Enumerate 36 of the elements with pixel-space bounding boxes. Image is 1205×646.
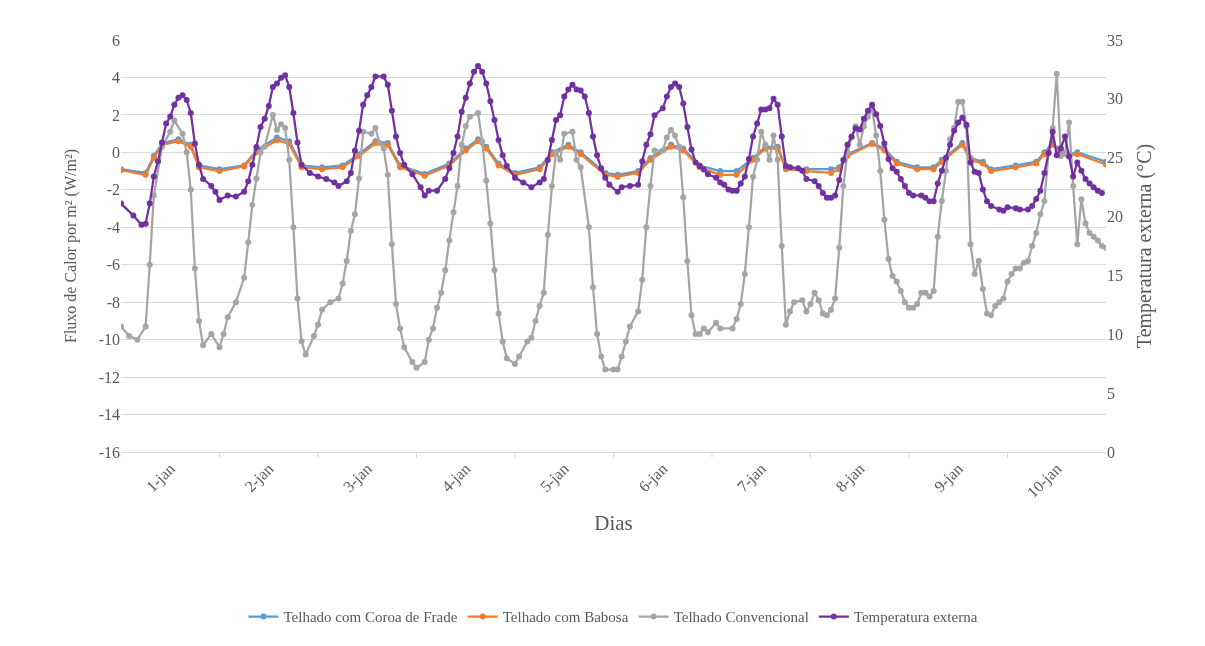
y2-tick-label: 30 bbox=[1107, 90, 1123, 108]
y2-tick-label: 0 bbox=[1107, 443, 1115, 461]
x-tick-label: 9-jan bbox=[930, 459, 967, 496]
y2-tick-label: 5 bbox=[1107, 384, 1115, 402]
y-tick-label: 2 bbox=[112, 106, 120, 124]
y2-tick-label: 25 bbox=[1107, 149, 1123, 167]
y2-axis-title: Temperatura externa (°C) bbox=[1132, 143, 1156, 349]
x-tick-label: 7-jan bbox=[733, 459, 770, 496]
y2-tick-label: 15 bbox=[1107, 267, 1123, 285]
x-tick-label: 5-jan bbox=[536, 459, 573, 496]
y-tick-label: 4 bbox=[112, 69, 120, 87]
legend-label: Telhado com Coroa de Frade bbox=[283, 609, 458, 626]
y-tick-label: 6 bbox=[112, 31, 120, 49]
y-tick-label: -10 bbox=[98, 331, 120, 349]
legend-label: Temperatura externa bbox=[853, 609, 978, 626]
y2-tick-label: 20 bbox=[1107, 208, 1123, 226]
y-tick-label: -4 bbox=[106, 218, 120, 236]
x-tick-label: 1-jan bbox=[142, 459, 179, 496]
x-tick-label: 8-jan bbox=[832, 459, 869, 496]
y-tick-label: -12 bbox=[98, 368, 120, 386]
y-tick-label: -14 bbox=[98, 406, 120, 424]
y-tick-label: -8 bbox=[106, 293, 120, 311]
y-tick-label: -2 bbox=[106, 181, 120, 199]
x-tick-label: 4-jan bbox=[438, 459, 475, 496]
y2-tick-label: 10 bbox=[1107, 325, 1123, 343]
y-tick-label: -16 bbox=[98, 443, 120, 461]
y-tick-label: 0 bbox=[112, 143, 120, 161]
y-axis-title: Fluxo de Calor por m² (W/m²) bbox=[61, 148, 80, 344]
x-tick-label: 2-jan bbox=[241, 459, 278, 496]
y2-tick-label: 35 bbox=[1107, 31, 1123, 49]
x-tick-label: 6-jan bbox=[635, 459, 672, 496]
y-tick-label: -6 bbox=[106, 256, 120, 274]
x-axis-title: Dias bbox=[594, 510, 633, 535]
x-tick-label: 3-jan bbox=[339, 459, 376, 496]
legend-label: Telhado Convencional bbox=[673, 609, 809, 626]
legend-label: Telhado com Babosa bbox=[502, 609, 629, 626]
